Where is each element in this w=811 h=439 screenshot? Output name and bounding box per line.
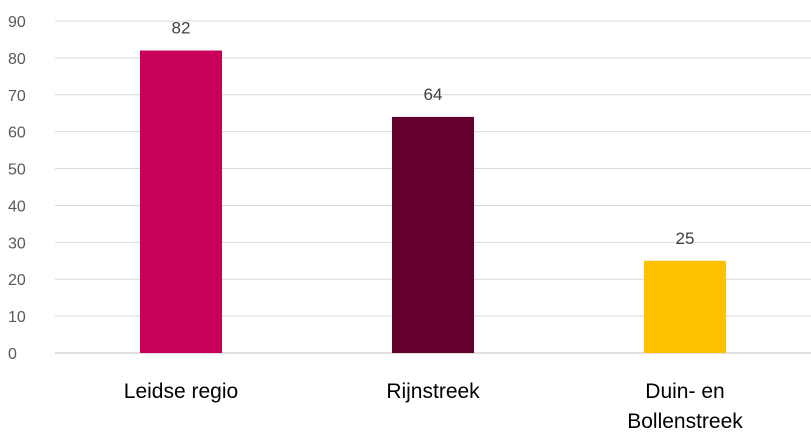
data-label: 82 (172, 19, 191, 38)
category-label: Bollenstreek (627, 410, 743, 433)
category-label: Duin- en (645, 380, 724, 403)
y-tick-label: 40 (8, 198, 26, 215)
y-tick-label: 60 (8, 125, 26, 142)
bar (140, 50, 222, 354)
y-tick-label: 80 (8, 51, 26, 68)
category-label: Rijnstreek (386, 380, 480, 403)
data-label: 64 (424, 85, 443, 104)
y-tick-label: 0 (8, 346, 17, 363)
bars (140, 50, 726, 354)
y-tick-label: 30 (8, 235, 26, 252)
data-labels: 82 64 25 (172, 19, 695, 248)
category-label: Leidse regio (124, 380, 238, 403)
bar (392, 116, 474, 354)
y-tick-label: 50 (8, 162, 26, 179)
y-tick-label: 90 (8, 14, 26, 31)
data-label: 25 (676, 229, 695, 248)
bar (644, 260, 726, 353)
y-tick-label: 10 (8, 309, 26, 326)
y-axis-tick-labels: 0 10 20 30 40 50 60 70 80 90 (8, 14, 26, 363)
y-tick-label: 70 (8, 88, 26, 105)
x-axis-category-labels: Leidse regio Rijnstreek Duin- en Bollenstre… (124, 380, 743, 433)
y-tick-label: 20 (8, 272, 26, 289)
